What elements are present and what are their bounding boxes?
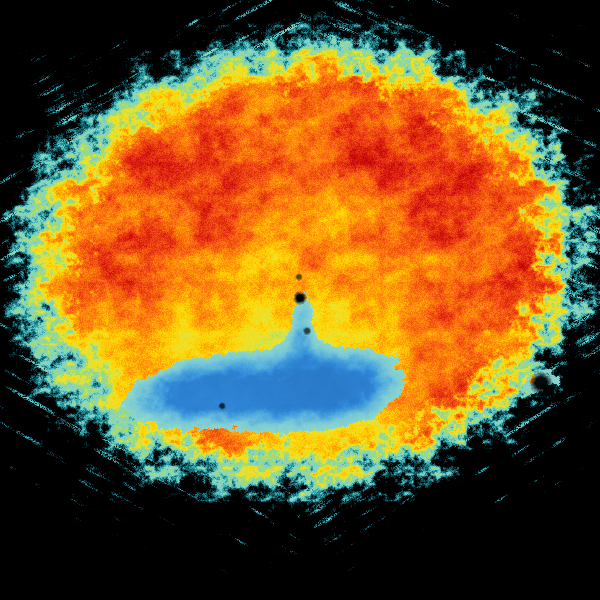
image-viewport: False-colour radio continuum intensity m… — [0, 0, 600, 600]
intensity-map-canvas — [0, 0, 600, 600]
